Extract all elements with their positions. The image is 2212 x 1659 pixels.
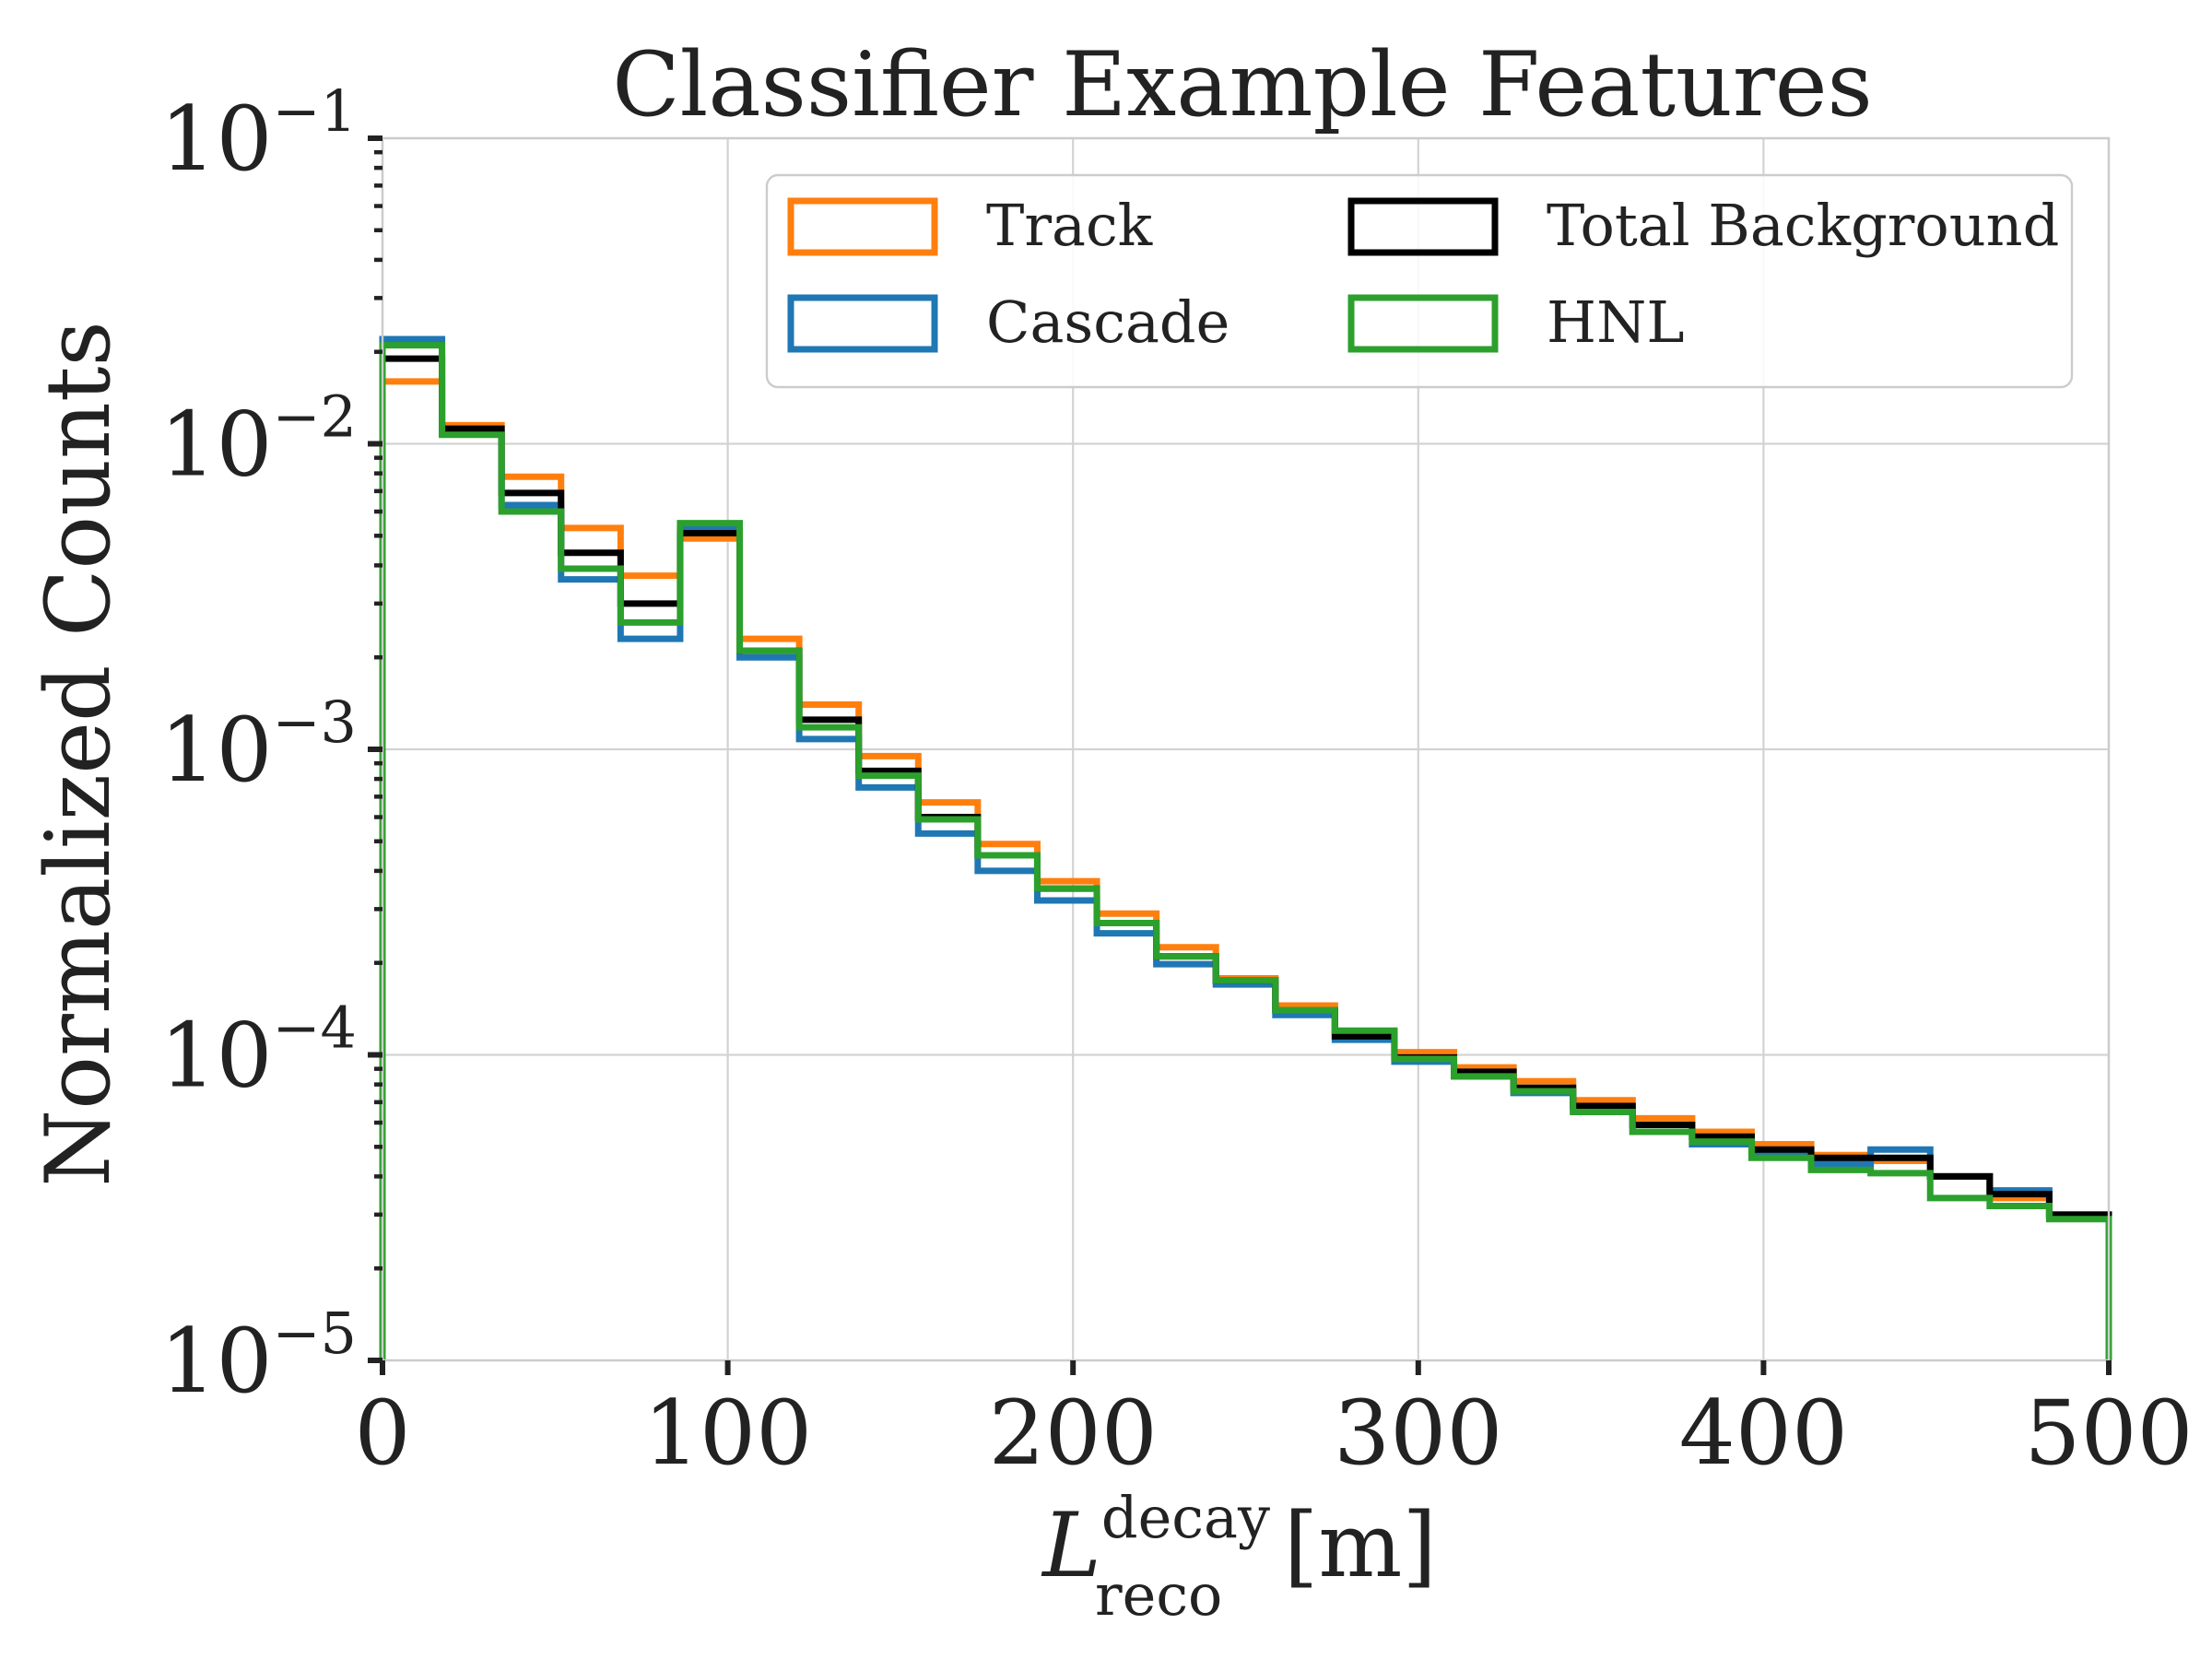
y-tick-label: 10−1 [159, 77, 357, 191]
y-tick-base: 10 [159, 699, 272, 802]
y-tick-labels: 10−110−210−310−410−5 [159, 77, 357, 1413]
axis-ticks [368, 135, 2112, 1375]
histogram-series [379, 335, 2112, 1360]
y-tick-exponent: −3 [273, 688, 357, 756]
y-tick-base: 10 [159, 1310, 272, 1413]
x-tick-label: 400 [1679, 1382, 1848, 1485]
x-tick-label: 500 [2024, 1382, 2193, 1485]
y-tick-exponent: −1 [273, 77, 357, 145]
legend-frame [765, 173, 2074, 389]
y-tick-base: 10 [159, 394, 272, 497]
y-axis-label: Normalized Counts [27, 321, 130, 1186]
chart-title: Classifier Example Features [612, 33, 1873, 136]
legend-label-hnl: HNL [1547, 288, 1685, 356]
legend-label-cascade: Cascade [986, 288, 1230, 356]
x-axis-label: Ldecay reco [m] [1041, 1484, 1437, 1629]
legend-label-total-background: Total Background [1547, 192, 2059, 259]
x-tick-labels: 0 100 200 300 400 500 [354, 1382, 2193, 1485]
y-tick-exponent: −5 [273, 1300, 357, 1367]
legend: Track Cascade Total Background HNL [765, 173, 2074, 389]
x-axis-label-sup: decay [1101, 1484, 1270, 1551]
y-tick-label: 10−4 [159, 994, 357, 1108]
y-tick-label: 10−3 [159, 688, 357, 802]
y-tick-exponent: −2 [273, 383, 357, 451]
x-axis-label-main: L [1041, 1494, 1101, 1597]
y-tick-base: 10 [159, 1005, 272, 1108]
y-tick-base: 10 [159, 88, 272, 191]
legend-swatch-cascade [787, 294, 938, 353]
x-tick-label: 100 [643, 1382, 812, 1485]
x-tick-label: 300 [1334, 1382, 1502, 1485]
series-cascade-step [379, 335, 2112, 1360]
x-axis-label-sub: reco [1095, 1561, 1222, 1629]
legend-swatch-track [787, 197, 938, 256]
y-tick-label: 10−2 [159, 383, 357, 497]
legend-swatch-hnl [1347, 294, 1499, 353]
y-tick-label: 10−5 [159, 1300, 357, 1413]
y-tick-exponent: −4 [273, 994, 357, 1062]
x-tick-label: 0 [354, 1382, 410, 1485]
series-hnl-step [379, 342, 2112, 1360]
legend-label-track: Track [986, 192, 1153, 259]
x-axis-label-unit: [m] [1255, 1494, 1436, 1597]
legend-swatch-total-background [1347, 197, 1499, 256]
x-tick-label: 200 [989, 1382, 1158, 1485]
